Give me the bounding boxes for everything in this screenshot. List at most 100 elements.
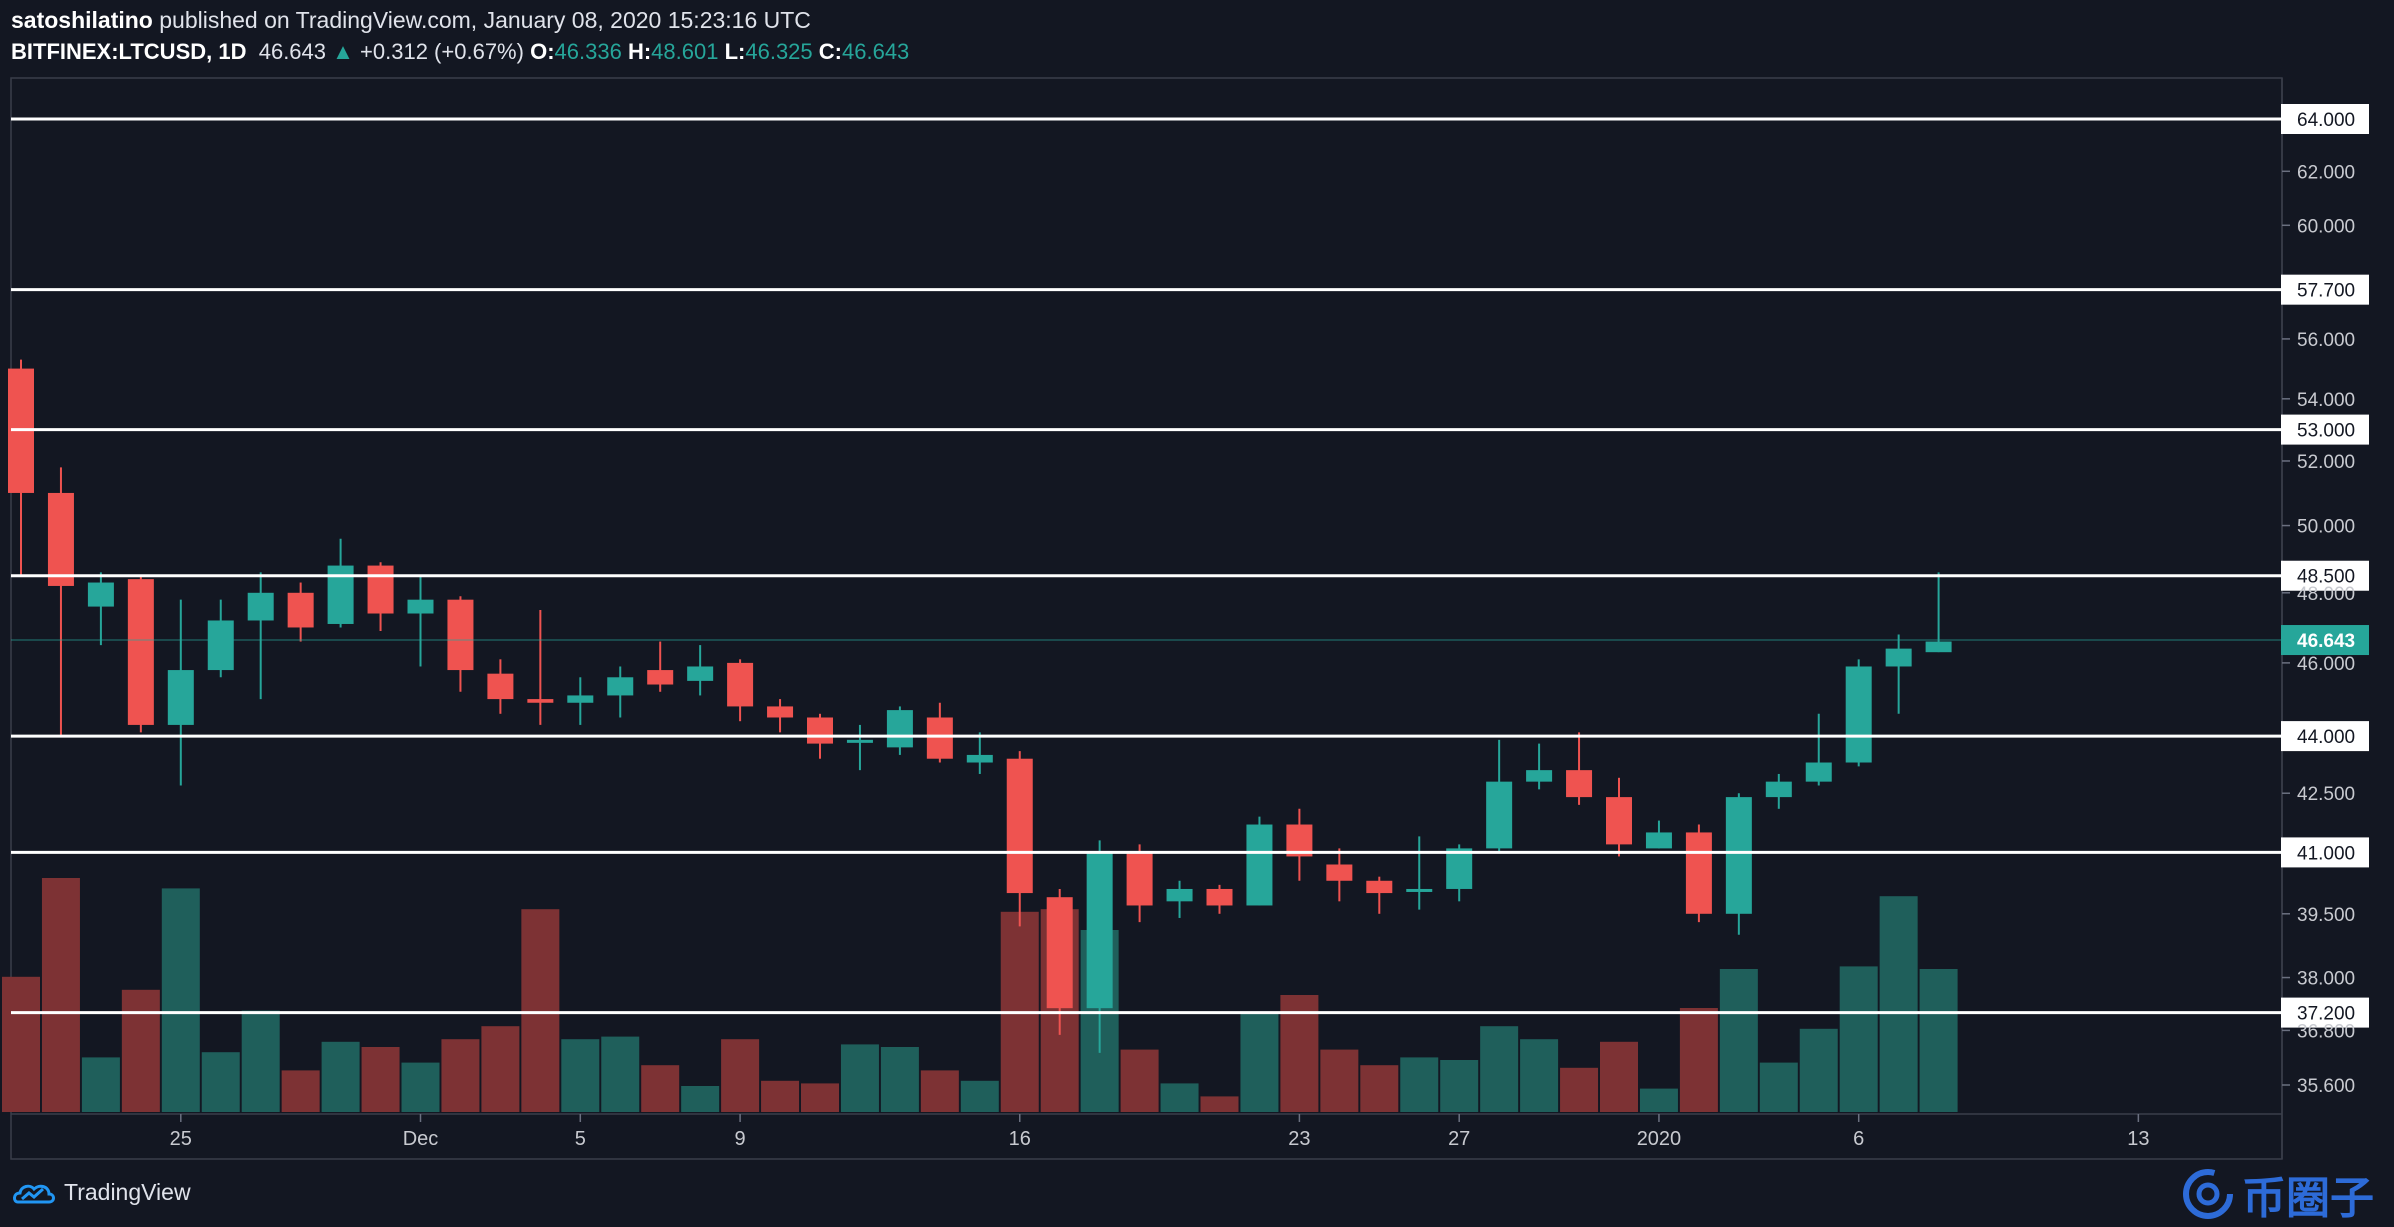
price-tick-label: 64.000 [2297, 110, 2355, 131]
candle[interactable] [1566, 732, 1593, 805]
candle[interactable] [1166, 880, 1193, 918]
candle[interactable] [1086, 840, 1113, 1053]
candle[interactable] [687, 645, 714, 696]
volume-bar [401, 1062, 440, 1112]
last-price-value: 46.643 [258, 39, 327, 64]
candle[interactable] [447, 596, 474, 692]
candle[interactable] [327, 538, 354, 628]
candle-body [966, 754, 993, 763]
candle[interactable] [1725, 793, 1752, 935]
candle[interactable] [727, 659, 754, 722]
candle[interactable] [1046, 888, 1073, 1035]
candle-body [647, 670, 674, 685]
candle[interactable] [1925, 572, 1952, 653]
watermark-coin-icon [2183, 1169, 2233, 1219]
candle[interactable] [1286, 808, 1313, 881]
candle-body [1765, 781, 1792, 798]
candle[interactable] [207, 599, 234, 678]
candle[interactable] [1406, 836, 1433, 910]
candle[interactable] [47, 467, 74, 737]
candle[interactable] [247, 572, 274, 700]
volume-bar [721, 1039, 760, 1112]
volume-bar [241, 1010, 280, 1112]
price-tick-label: 48.500 [2297, 567, 2355, 588]
volume-bar [1560, 1067, 1599, 1112]
candle[interactable] [846, 724, 873, 771]
symbol-label[interactable]: BITFINEX:LTCUSD, 1D [11, 39, 247, 64]
candle-body [127, 579, 154, 725]
volume-bar [1679, 1008, 1718, 1112]
volume-bar [481, 1026, 520, 1112]
candle-body [807, 717, 833, 744]
candle[interactable] [87, 572, 114, 646]
price-tick-label: 56.000 [2297, 330, 2355, 351]
candle-body [527, 699, 554, 703]
candle[interactable] [127, 575, 154, 733]
low-label: L: [724, 39, 746, 64]
candle[interactable] [407, 575, 434, 667]
candle[interactable] [966, 732, 993, 774]
author-name[interactable]: satoshilatino [11, 7, 153, 33]
candle[interactable] [287, 582, 314, 642]
candle[interactable] [607, 666, 634, 718]
symbol-line: BITFINEX:LTCUSD, 1D 46.643 ▲ +0.312 (+0.… [11, 39, 909, 65]
candle[interactable] [527, 610, 554, 725]
volume-bar [1400, 1057, 1439, 1112]
candle[interactable] [1885, 634, 1912, 714]
candle[interactable] [1006, 751, 1033, 927]
candle[interactable] [886, 706, 913, 755]
candle[interactable] [1606, 777, 1632, 857]
time-tick-label: 16 [1009, 1128, 1031, 1150]
volume-bar [1200, 1096, 1239, 1112]
candle-body [1566, 770, 1593, 798]
candle[interactable] [1206, 884, 1233, 914]
volume-bar [281, 1070, 320, 1112]
volume-bar [880, 1047, 919, 1112]
candle-body [607, 677, 634, 696]
candle[interactable] [1526, 743, 1553, 790]
candle-body [1526, 770, 1553, 782]
candle[interactable] [1126, 844, 1153, 923]
candle[interactable] [647, 641, 674, 692]
candle[interactable] [567, 677, 594, 725]
candle[interactable] [767, 699, 794, 733]
time-tick-label: 5 [575, 1128, 586, 1150]
volume-bar [441, 1039, 480, 1112]
candle-body [207, 620, 234, 671]
price-tick-label: 48.000 [2297, 584, 2355, 605]
candle-body [727, 662, 754, 707]
candle[interactable] [167, 599, 194, 786]
candle[interactable] [367, 562, 394, 631]
candle[interactable] [1645, 820, 1672, 849]
time-tick-label: Dec [403, 1128, 439, 1150]
tradingview-brand[interactable]: TradingView [12, 1178, 191, 1206]
time-axis[interactable]: 25 Dec 5 9 16 23 27 2020 6 13 [170, 1114, 2150, 1150]
volume-bar [1879, 896, 1918, 1112]
candle[interactable] [1685, 824, 1712, 923]
volume-bar [1600, 1041, 1638, 1112]
candle[interactable] [1366, 876, 1393, 914]
time-tick-label: 25 [170, 1128, 192, 1150]
candle-body [1126, 852, 1153, 906]
price-axis[interactable]: 64.000 62.000 60.000 57.700 56.000 54.000 53.0… [2281, 104, 2369, 1097]
candle[interactable] [807, 713, 833, 759]
candle-body [687, 666, 714, 681]
candle[interactable] [1326, 848, 1353, 902]
price-tick-label: 35.600 [2297, 1076, 2355, 1097]
candle[interactable] [926, 702, 953, 763]
candle[interactable] [1765, 773, 1792, 809]
candle[interactable] [1845, 659, 1872, 767]
candle[interactable] [487, 659, 514, 714]
candle-body [846, 739, 873, 743]
candle[interactable] [1805, 713, 1832, 786]
candle[interactable] [8, 359, 34, 576]
open-label: O: [530, 39, 555, 64]
level-price-tag [2281, 414, 2369, 445]
time-tick-label: 27 [1448, 1128, 1470, 1150]
volume-bar [161, 888, 200, 1112]
candle[interactable] [1486, 739, 1513, 853]
candle[interactable] [1246, 816, 1273, 906]
volume-bar [201, 1052, 240, 1112]
high-label: H: [627, 39, 652, 64]
